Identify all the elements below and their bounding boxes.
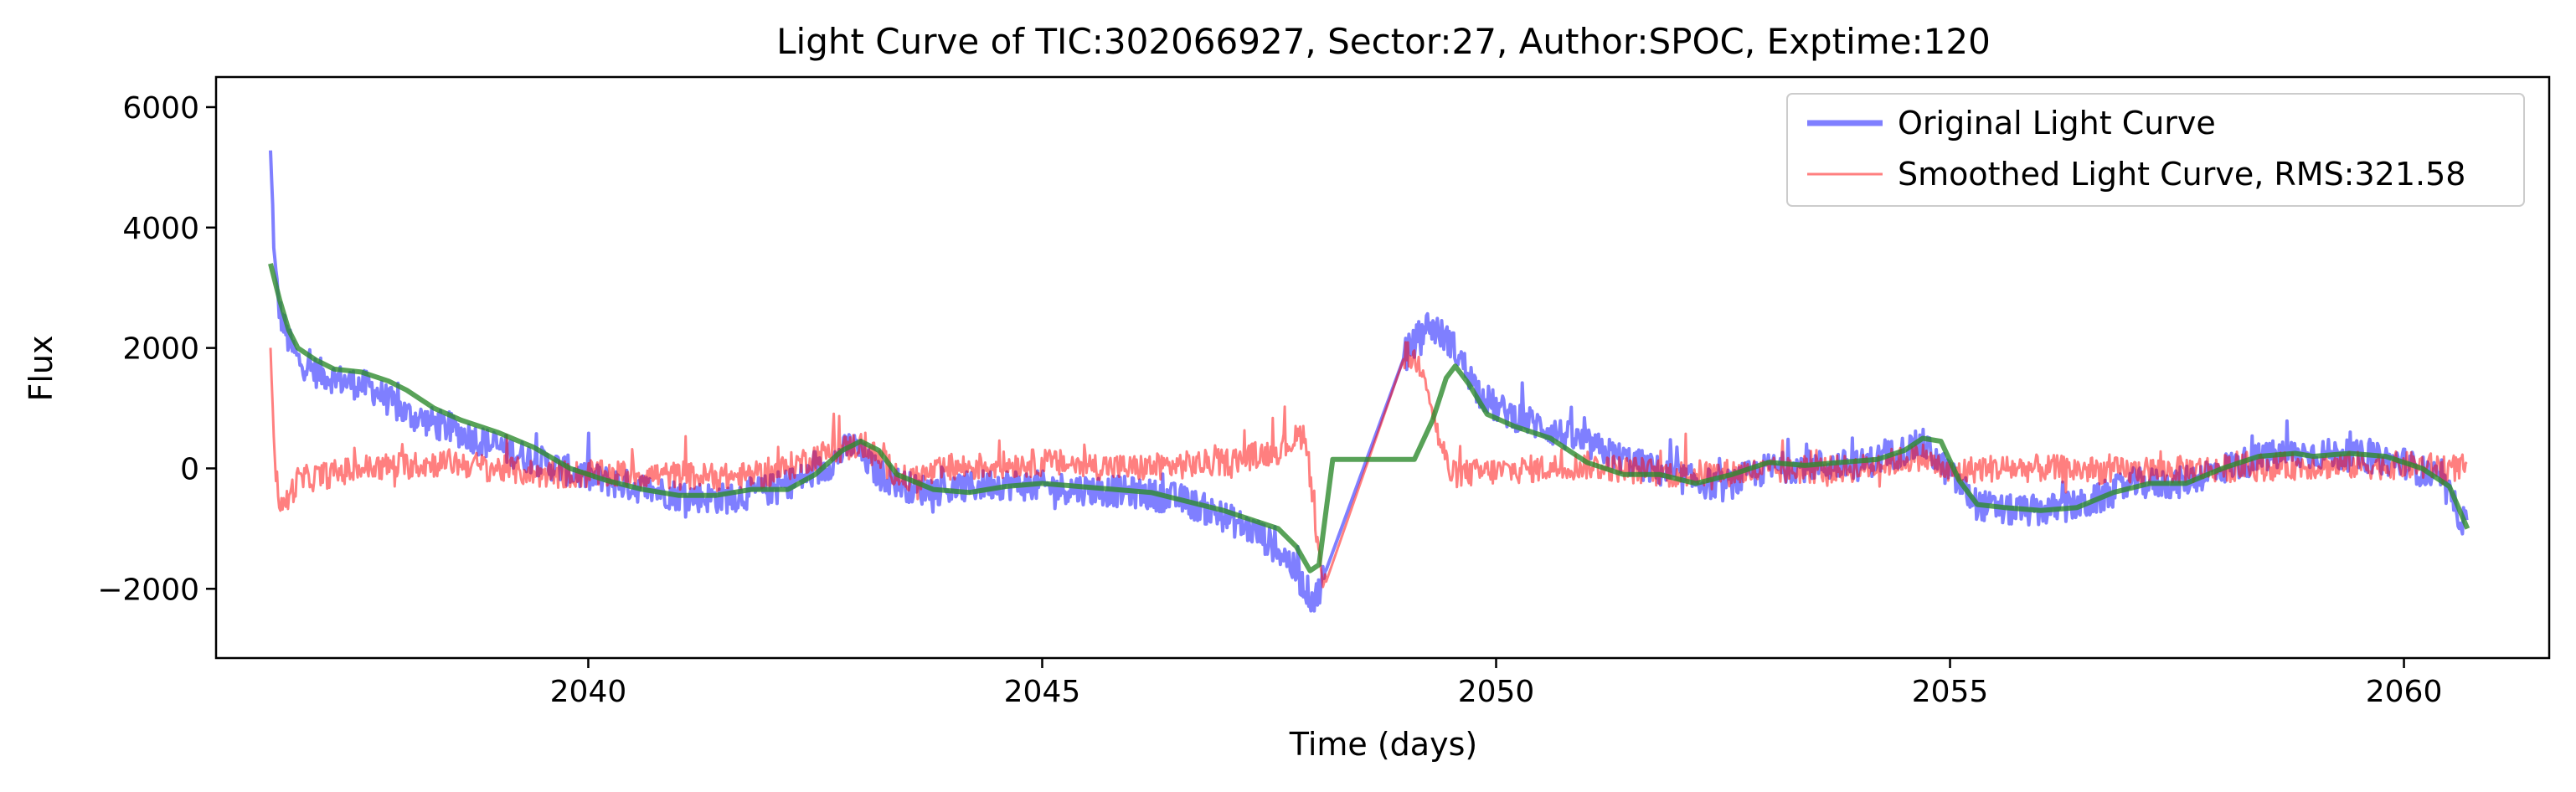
legend-label-smoothed: Smoothed Light Curve, RMS:321.58 (1898, 156, 2465, 193)
x-tick-label: 2045 (1004, 675, 1081, 709)
y-tick-label: −2000 (97, 573, 199, 607)
x-tick-label: 2050 (1458, 675, 1535, 709)
legend-box (1786, 93, 2525, 207)
x-tick-label: 2040 (550, 675, 627, 709)
x-axis: 2040 2045 2050 2055 2060 (550, 658, 2443, 709)
axes-frame (214, 75, 2551, 660)
x-axis-label: Time (days) (1289, 726, 1477, 763)
y-tick-label: 6000 (122, 91, 199, 126)
x-tick-label: 2055 (1912, 675, 1989, 709)
y-tick-label: 0 (180, 452, 199, 486)
legend: Original Light Curve Smoothed Light Curv… (1786, 93, 2525, 207)
plot-area (268, 150, 2470, 613)
legend-label-original: Original Light Curve (1898, 105, 2216, 141)
y-axis-label: Flux (23, 336, 59, 402)
series-line-1 (269, 341, 2468, 589)
series-line-2 (268, 263, 2470, 573)
y-axis: −2000 0 2000 4000 6000 (97, 91, 216, 607)
y-tick-label: 4000 (122, 212, 199, 246)
series-line-0 (269, 150, 2469, 613)
x-tick-label: 2060 (2366, 675, 2443, 709)
y-tick-label: 2000 (122, 332, 199, 367)
chart-title: Light Curve of TIC:302066927, Sector:27,… (776, 21, 1991, 62)
